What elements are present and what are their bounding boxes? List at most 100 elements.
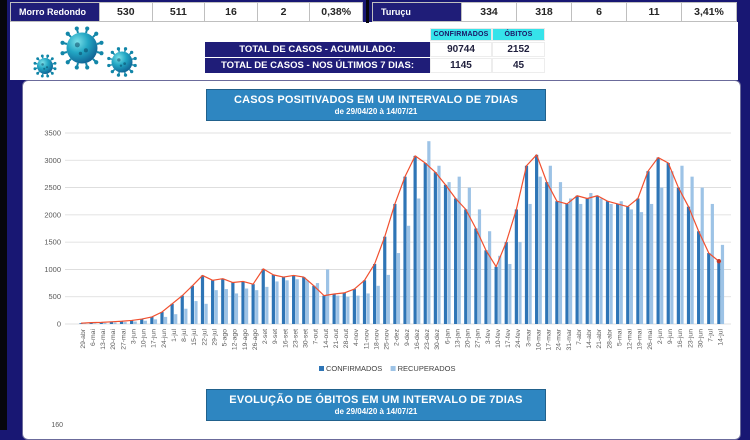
svg-text:28-out: 28-out xyxy=(343,329,350,348)
municipality-name: Turuçu xyxy=(373,3,461,21)
svg-text:9-jun: 9-jun xyxy=(667,329,674,344)
totals-header-row: CONFIRMADOS ÓBITOS xyxy=(430,28,545,41)
chart-panel: CASOS POSITIVADOS EM UM INTERVALO DE 7DI… xyxy=(22,80,741,440)
svg-text:17-mar: 17-mar xyxy=(546,328,553,350)
svg-text:7-out: 7-out xyxy=(313,329,320,345)
svg-text:20-jan: 20-jan xyxy=(465,329,472,348)
svg-text:30-dez: 30-dez xyxy=(434,328,441,349)
svg-text:1000: 1000 xyxy=(44,265,61,274)
svg-text:29-jul: 29-jul xyxy=(211,329,218,346)
svg-text:17-fev: 17-fev xyxy=(505,328,512,347)
svg-text:10-fev: 10-fev xyxy=(495,328,502,347)
svg-text:10-mar: 10-mar xyxy=(535,328,542,350)
value-cell: 334 xyxy=(461,3,516,21)
svg-text:3-mar: 3-mar xyxy=(525,328,532,346)
svg-text:24-fev: 24-fev xyxy=(515,328,522,347)
svg-text:7-jul: 7-jul xyxy=(708,329,715,342)
svg-text:9-dez: 9-dez xyxy=(404,328,411,346)
svg-text:1-jul: 1-jul xyxy=(171,329,178,342)
totals-row-7dias: TOTAL DE CASOS - NOS ÚLTIMOS 7 DIAS: 114… xyxy=(205,58,545,73)
value-cell: 11 xyxy=(626,3,681,21)
totals-confirmados-value: 1145 xyxy=(430,58,492,73)
value-cell: 2 xyxy=(257,3,310,21)
cases-chart-title: CASOS POSITIVADOS EM UM INTERVALO DE 7DI… xyxy=(207,94,545,106)
svg-text:7-abr: 7-abr xyxy=(576,328,583,345)
svg-text:6-mai: 6-mai xyxy=(90,329,97,346)
totals-label: TOTAL DE CASOS - ACUMULADO: xyxy=(205,42,430,57)
svg-text:13-jan: 13-jan xyxy=(454,329,461,348)
legend-swatch xyxy=(319,366,324,371)
svg-text:23-jun: 23-jun xyxy=(687,329,694,348)
svg-text:0: 0 xyxy=(57,320,61,329)
trend-line-end-dot xyxy=(717,259,721,263)
value-cell: 511 xyxy=(152,3,205,21)
svg-text:15-jul: 15-jul xyxy=(191,329,198,346)
value-cell: 6 xyxy=(571,3,626,21)
svg-text:20-mai: 20-mai xyxy=(110,329,117,350)
svg-text:30-set: 30-set xyxy=(303,329,310,348)
totals-label: TOTAL DE CASOS - NOS ÚLTIMOS 7 DIAS: xyxy=(205,58,430,73)
svg-text:14-abr: 14-abr xyxy=(586,328,593,348)
svg-text:16-jun: 16-jun xyxy=(677,329,684,348)
municipality-name: Morro Redondo xyxy=(11,3,99,21)
svg-text:12-ago: 12-ago xyxy=(232,329,239,350)
svg-text:5-ago: 5-ago xyxy=(222,329,229,347)
totals-row-acumulado: TOTAL DE CASOS - ACUMULADO: 90744 2152 xyxy=(205,42,545,57)
svg-text:29-abr: 29-abr xyxy=(80,328,87,348)
totals-obitos-value: 45 xyxy=(492,58,545,73)
deaths-chart-subtitle: de 29/04/20 à 14/07/21 xyxy=(207,407,545,416)
totals-confirmados-value: 90744 xyxy=(430,42,492,57)
svg-text:2-set: 2-set xyxy=(262,329,269,344)
svg-text:26-ago: 26-ago xyxy=(252,329,259,350)
svg-text:16-dez: 16-dez xyxy=(414,328,421,349)
svg-text:1500: 1500 xyxy=(44,238,61,247)
table-divider xyxy=(366,0,369,23)
virus-icon xyxy=(34,55,57,78)
svg-text:19-ago: 19-ago xyxy=(242,329,249,350)
svg-text:14-out: 14-out xyxy=(323,329,330,348)
deaths-chart-partial-axis-label: 160 xyxy=(41,422,63,429)
svg-text:30-jun: 30-jun xyxy=(697,329,704,348)
svg-text:2-jun: 2-jun xyxy=(657,329,664,344)
virus-icons xyxy=(28,24,162,80)
svg-text:18-nov: 18-nov xyxy=(373,328,380,349)
totals-obitos-value: 2152 xyxy=(492,42,545,57)
chart-legend: CONFIRMADOS RECUPERADOS xyxy=(319,364,456,373)
svg-text:27-jan: 27-jan xyxy=(475,329,482,348)
virus-icon xyxy=(60,26,103,69)
deaths-chart-title-bar: EVOLUÇÃO DE ÓBITOS EM UM INTERVALO DE 7D… xyxy=(206,389,546,421)
svg-text:11-nov: 11-nov xyxy=(363,328,370,349)
value-cell: 16 xyxy=(204,3,257,21)
svg-text:31-mar: 31-mar xyxy=(566,328,573,350)
svg-text:23-dez: 23-dez xyxy=(424,328,431,349)
svg-text:9-set: 9-set xyxy=(272,329,279,344)
svg-text:22-jul: 22-jul xyxy=(201,329,208,346)
svg-text:8-jul: 8-jul xyxy=(181,329,188,342)
svg-text:21-abr: 21-abr xyxy=(596,328,603,348)
svg-text:2500: 2500 xyxy=(44,183,61,192)
svg-text:3-jun: 3-jun xyxy=(130,329,137,344)
virus-icon xyxy=(107,47,137,77)
svg-text:2000: 2000 xyxy=(44,210,61,219)
obitos-header: ÓBITOS xyxy=(492,28,545,41)
legend-label: RECUPERADOS xyxy=(398,364,456,373)
svg-text:19-mai: 19-mai xyxy=(637,329,644,350)
svg-text:2-dez: 2-dez xyxy=(394,328,401,346)
svg-text:24-jun: 24-jun xyxy=(161,329,168,348)
value-cell: 318 xyxy=(516,3,571,21)
svg-text:25-nov: 25-nov xyxy=(384,328,391,349)
svg-text:27-mai: 27-mai xyxy=(120,329,127,350)
svg-text:5-mai: 5-mai xyxy=(616,329,623,346)
svg-text:3000: 3000 xyxy=(44,156,61,165)
svg-text:10-jun: 10-jun xyxy=(141,329,148,348)
legend-label: CONFIRMADOS xyxy=(326,364,382,373)
value-cell: 0,38% xyxy=(309,3,362,21)
value-cell: 530 xyxy=(99,3,152,21)
svg-text:21-out: 21-out xyxy=(333,329,340,348)
svg-text:500: 500 xyxy=(48,292,61,301)
svg-text:24-mar: 24-mar xyxy=(556,328,563,350)
